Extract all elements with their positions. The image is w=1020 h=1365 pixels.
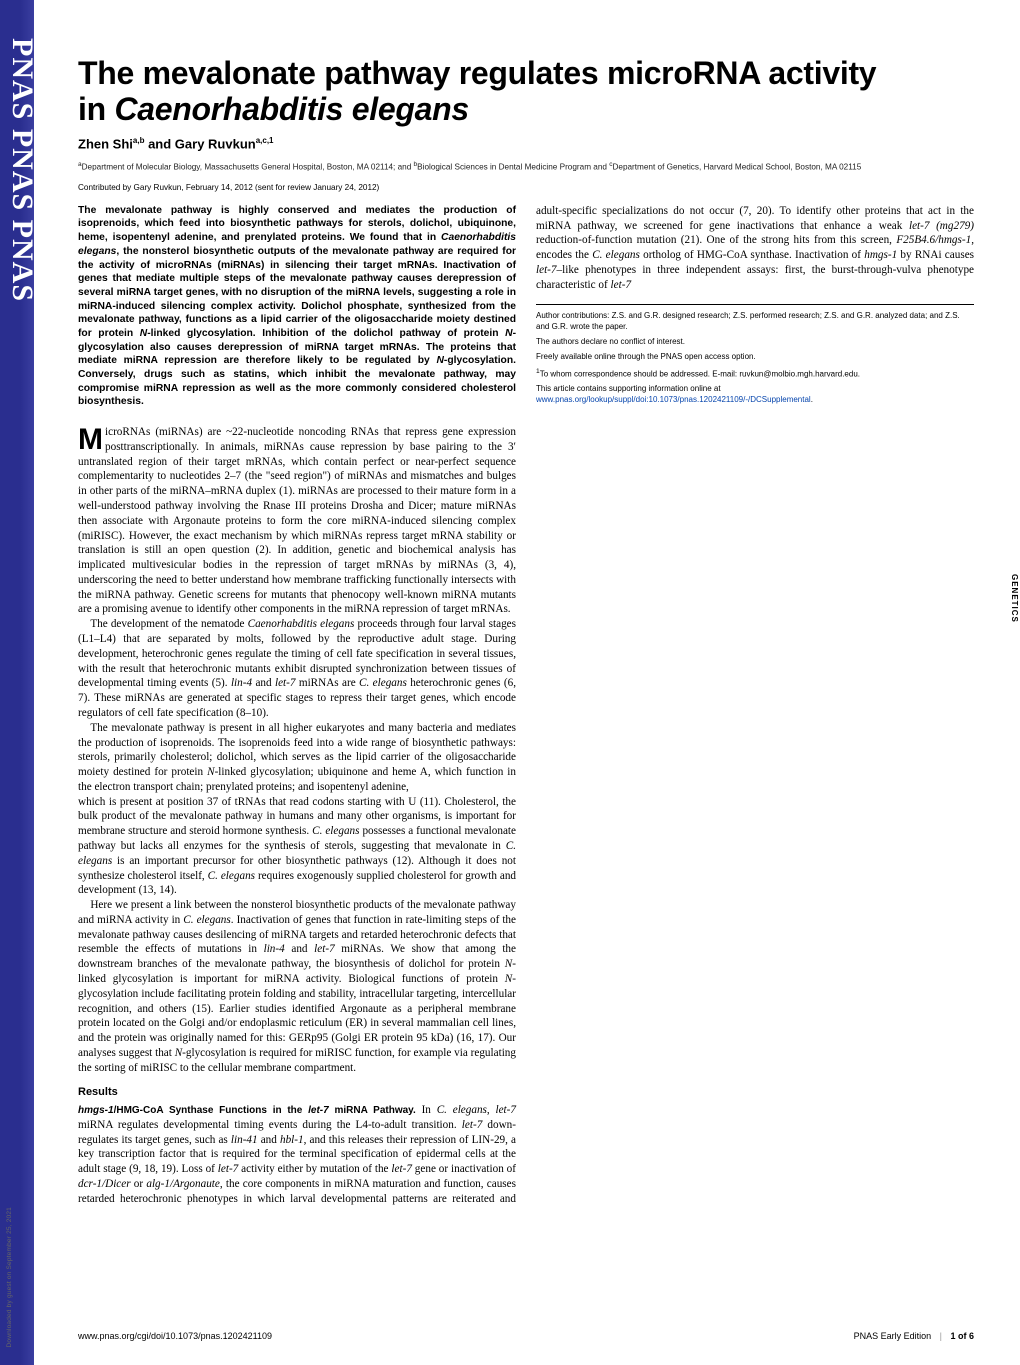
footer-doi: www.pnas.org/cgi/doi/10.1073/pnas.120242… (78, 1331, 272, 1341)
intro-p5: Here we present a link between the nonst… (78, 898, 516, 1075)
footnote-coi: The authors declare no conflict of inter… (536, 337, 974, 348)
download-note: Downloaded by guest on September 25, 202… (6, 1207, 13, 1347)
intro-p1: MicroRNAs (miRNAs) are ~22-nucleotide no… (78, 425, 516, 617)
title-line2-pre: in (78, 91, 114, 127)
intro-p2: The development of the nematode Caenorha… (78, 617, 516, 720)
footnote-author-contrib: Author contributions: Z.S. and G.R. desi… (536, 311, 974, 333)
dropcap-m: M (78, 425, 105, 453)
footnote-si-post: . (811, 395, 813, 404)
pnas-spine: PNAS PNAS PNAS (0, 0, 34, 1365)
footer-page-number: 1 of 6 (950, 1331, 974, 1341)
footnote-si-pre: This article contains supporting informa… (536, 384, 721, 393)
section-side-tab: GENETICS (1009, 572, 1020, 625)
title-line2-ital: Caenorhabditis elegans (114, 91, 468, 127)
affiliations: aDepartment of Molecular Biology, Massac… (78, 161, 974, 173)
intro-p3: The mevalonate pathway is present in all… (78, 721, 516, 795)
intro-p4: which is present at position 37 of tRNAs… (78, 795, 516, 898)
contributed-line: Contributed by Gary Ruvkun, February 14,… (78, 183, 974, 192)
two-column-body: The mevalonate pathway is highly conserv… (78, 204, 974, 1214)
page-content: The mevalonate pathway regulates microRN… (34, 0, 1020, 1234)
results-heading: Results (78, 1085, 516, 1100)
footnotes: Author contributions: Z.S. and G.R. desi… (536, 304, 974, 405)
footer-separator: | (934, 1331, 948, 1341)
pnas-spine-logo: PNAS PNAS PNAS (0, 38, 34, 738)
footer-pageinfo: PNAS Early Edition | 1 of 6 (854, 1331, 974, 1341)
footer-journal: PNAS Early Edition (854, 1331, 932, 1341)
footnote-correspondence: 1To whom correspondence should be addres… (536, 367, 974, 380)
authors: Zhen Shia,b and Gary Ruvkuna,c,1 (78, 136, 974, 151)
svg-text:PNAS PNAS PNAS: PNAS PNAS PNAS (6, 38, 34, 302)
footnote-si: This article contains supporting informa… (536, 384, 974, 406)
title-line1: The mevalonate pathway regulates microRN… (78, 55, 876, 91)
results-subheading: hmgs-1/HMG-CoA Synthase Functions in the… (78, 1105, 416, 1116)
article-title: The mevalonate pathway regulates microRN… (78, 56, 974, 128)
abstract: The mevalonate pathway is highly conserv… (78, 204, 516, 409)
footnote-si-link[interactable]: www.pnas.org/lookup/suppl/doi:10.1073/pn… (536, 395, 811, 404)
footnote-open-access: Freely available online through the PNAS… (536, 352, 974, 363)
page-footer: www.pnas.org/cgi/doi/10.1073/pnas.120242… (78, 1331, 974, 1341)
intro-p1-text: icroRNAs (miRNAs) are ~22-nucleotide non… (78, 426, 516, 615)
